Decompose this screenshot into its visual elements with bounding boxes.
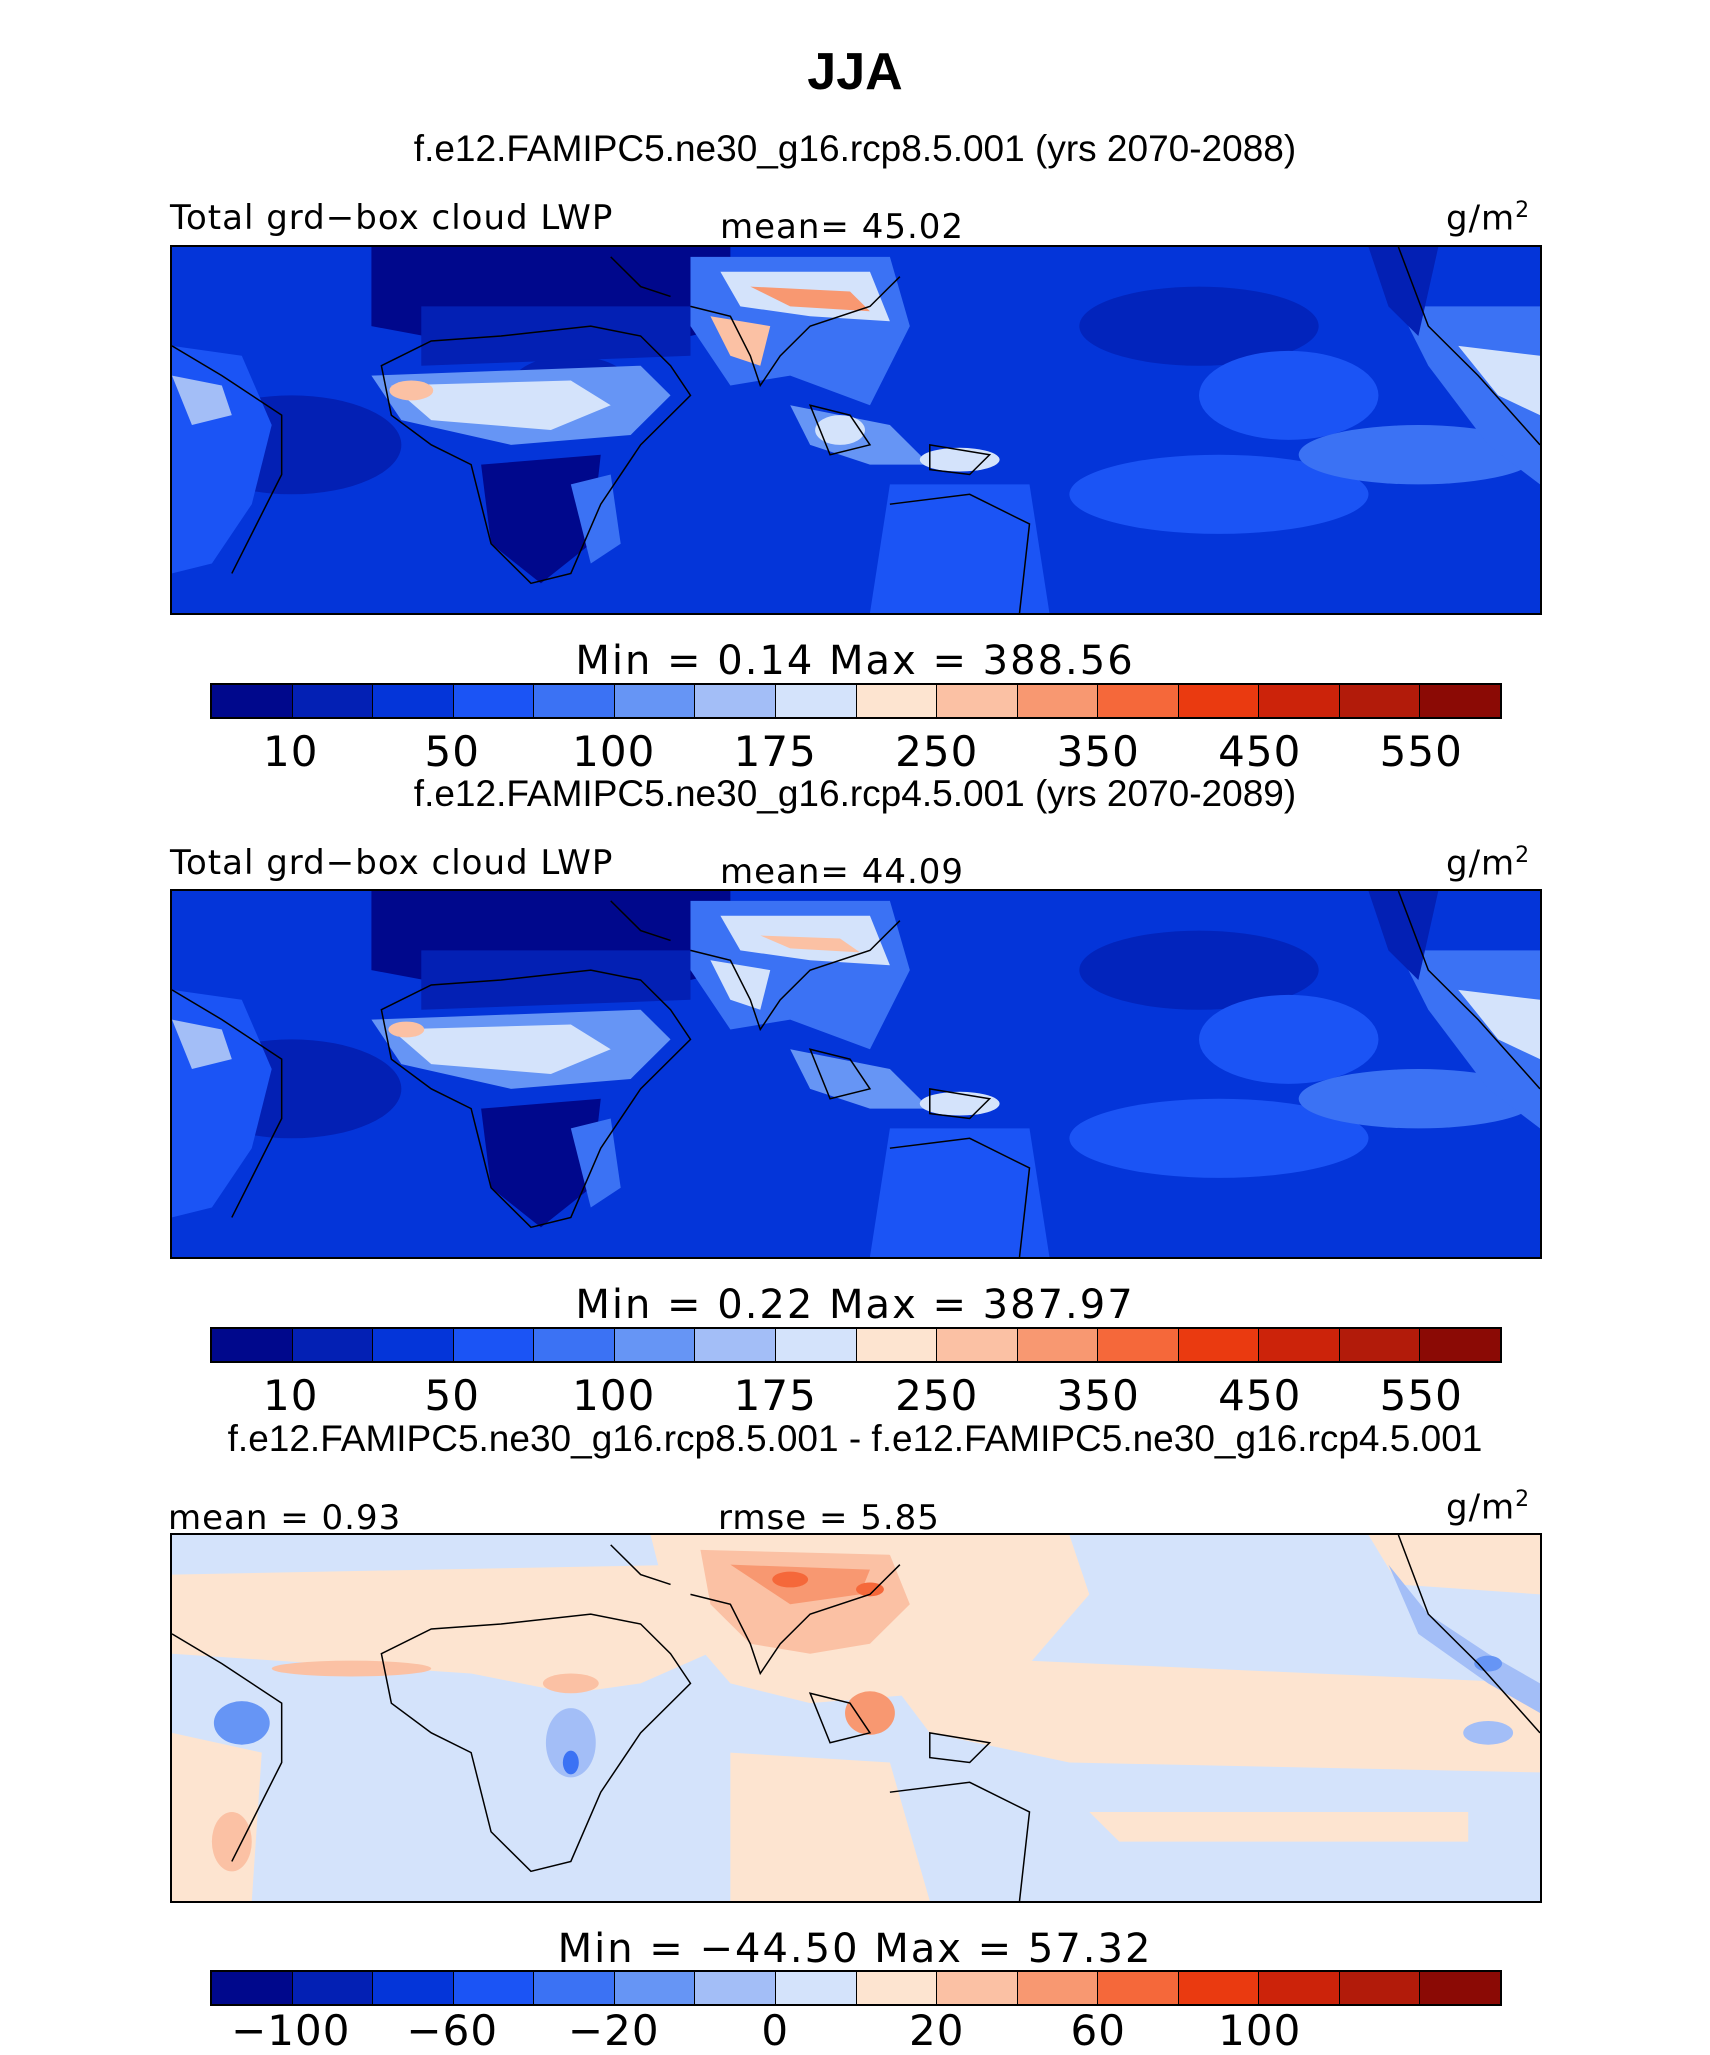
panel-1-variable-label: Total grd−box cloud LWP: [170, 198, 614, 238]
panel-1-units: g/m2: [1446, 198, 1531, 239]
figure-title: JJA: [807, 43, 903, 101]
colorbar-box: [453, 1329, 535, 1361]
colorbar-box: [1420, 685, 1500, 717]
colorbar-tick-label: 10: [263, 727, 319, 776]
colorbar-box: [453, 1972, 535, 2004]
colorbar-tick-label: 10: [263, 1371, 319, 1420]
colorbar-box: [695, 1329, 776, 1361]
panel-3-map: [170, 1533, 1542, 1903]
colorbar-tick-label: 350: [1056, 727, 1140, 776]
colorbar-box: [1420, 1329, 1500, 1361]
colorbar-box: [1098, 1972, 1179, 2004]
panel-3-title: f.e12.FAMIPC5.ne30_g16.rcp8.5.001 - f.e1…: [227, 1418, 1483, 1459]
colorbar-box: [937, 1972, 1018, 2004]
colorbar-box: [1098, 1329, 1179, 1361]
colorbar-box: [1098, 685, 1179, 717]
colorbar-box: [292, 1972, 374, 2004]
panel-3-mean-label: mean = 0.93: [168, 1498, 402, 1538]
colorbar-tick-label: 550: [1379, 727, 1463, 776]
colorbar-box: [1178, 1329, 1260, 1361]
colorbar-box: [453, 685, 535, 717]
colorbar-box: [292, 1329, 374, 1361]
panel-1-min-max: Min = 0.14 Max = 388.56: [575, 638, 1135, 684]
colorbar-box: [856, 685, 938, 717]
colorbar-box: [937, 685, 1018, 717]
colorbar-box: [695, 1972, 776, 2004]
panel-3-min-max: Min = −44.50 Max = 57.32: [557, 1926, 1153, 1972]
colorbar-box: [212, 1329, 293, 1361]
colorbar-box: [775, 1329, 857, 1361]
colorbar-box: [775, 1972, 857, 2004]
panel-2-variable-label: Total grd−box cloud LWP: [170, 843, 614, 883]
colorbar-box: [856, 1972, 938, 2004]
colorbar-box: [1259, 1972, 1340, 2004]
colorbar-box: [1339, 685, 1421, 717]
colorbar-tick-label: 100: [1218, 2006, 1302, 2055]
panel-3-rmse-label: rmse = 5.85: [718, 1498, 940, 1538]
colorbar-tick-label: 50: [424, 727, 480, 776]
colorbar-box: [1178, 1972, 1260, 2004]
panel-2-title: f.e12.FAMIPC5.ne30_g16.rcp4.5.001 (yrs 2…: [413, 773, 1297, 814]
colorbar-box: [534, 1972, 615, 2004]
panel-3-units: g/m2: [1446, 1487, 1531, 1528]
colorbar-tick-label: 350: [1056, 1371, 1140, 1420]
colorbar-box: [775, 685, 857, 717]
colorbar-tick-label: 250: [895, 1371, 979, 1420]
colorbar-box: [937, 1329, 1018, 1361]
colorbar-box: [212, 685, 293, 717]
panel-3-colorbar: [210, 1970, 1502, 2006]
panel-1-colorbar: [210, 683, 1502, 719]
colorbar-box: [856, 1329, 938, 1361]
colorbar-box: [373, 1972, 454, 2004]
colorbar-tick-label: −100: [231, 2006, 351, 2055]
colorbar-tick-label: 20: [909, 2006, 965, 2055]
colorbar-box: [292, 685, 374, 717]
panel-1-title: f.e12.FAMIPC5.ne30_g16.rcp8.5.001 (yrs 2…: [413, 128, 1297, 169]
colorbar-tick-label: 550: [1379, 1371, 1463, 1420]
colorbar-tick-label: 0: [761, 2006, 790, 2055]
colorbar-tick-label: −60: [406, 2006, 499, 2055]
colorbar-box: [534, 1329, 615, 1361]
panel-2-min-max: Min = 0.22 Max = 387.97: [575, 1282, 1135, 1328]
colorbar-box: [614, 1972, 696, 2004]
colorbar-box: [212, 1972, 293, 2004]
colorbar-box: [1339, 1329, 1421, 1361]
colorbar-box: [1339, 1972, 1421, 2004]
colorbar-box: [1017, 1972, 1099, 2004]
colorbar-tick-label: 100: [572, 1371, 656, 1420]
colorbar-box: [1420, 1972, 1500, 2004]
colorbar-box: [614, 685, 696, 717]
colorbar-tick-label: 175: [733, 727, 817, 776]
panel-1-mean-label: mean= 45.02: [720, 207, 965, 247]
panel-2-mean-label: mean= 44.09: [720, 852, 965, 892]
colorbar-box: [534, 685, 615, 717]
panel-2-map: [170, 889, 1542, 1259]
colorbar-box: [1259, 1329, 1340, 1361]
panel-2-colorbar: [210, 1327, 1502, 1363]
colorbar-box: [1017, 685, 1099, 717]
colorbar-tick-label: 450: [1218, 727, 1302, 776]
colorbar-tick-label: −20: [567, 2006, 660, 2055]
colorbar-tick-label: 100: [572, 727, 656, 776]
colorbar-box: [695, 685, 776, 717]
colorbar-box: [1017, 1329, 1099, 1361]
panel-2-units: g/m2: [1446, 843, 1531, 884]
colorbar-box: [373, 1329, 454, 1361]
colorbar-box: [373, 685, 454, 717]
colorbar-tick-label: 450: [1218, 1371, 1302, 1420]
colorbar-box: [1259, 685, 1340, 717]
panel-1-map: [170, 245, 1542, 615]
colorbar-tick-label: 175: [733, 1371, 817, 1420]
colorbar-tick-label: 250: [895, 727, 979, 776]
colorbar-tick-label: 50: [424, 1371, 480, 1420]
colorbar-box: [1178, 685, 1260, 717]
colorbar-tick-label: 60: [1070, 2006, 1126, 2055]
colorbar-box: [614, 1329, 696, 1361]
